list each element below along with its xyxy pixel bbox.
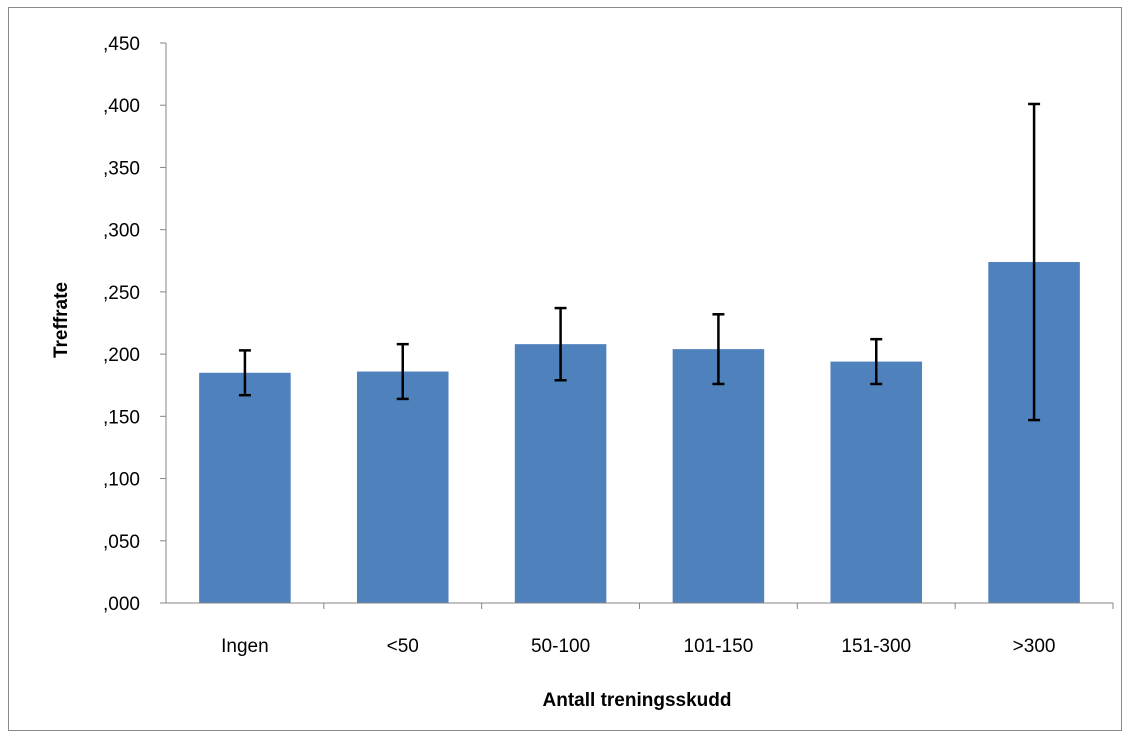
y-tick-label: ,000: [103, 594, 140, 615]
x-tick-label: 50-100: [531, 636, 590, 657]
x-axis-title: Antall treningsskudd: [543, 690, 732, 711]
y-axis-title: Treffrate: [51, 282, 72, 358]
x-axis: Ingen <50 50-100 101-150 151-300 >300: [166, 602, 1114, 657]
bars: [199, 262, 1080, 603]
y-tick-label: ,250: [103, 283, 140, 304]
bar: [830, 361, 923, 603]
y-axis: ,000 ,050 ,100 ,150 ,200 ,250 ,300 ,350 ,400 ,450: [103, 34, 167, 615]
x-tick-label: 101-150: [684, 636, 754, 657]
y-tick-label: ,150: [103, 407, 140, 428]
x-tick-label: >300: [1013, 636, 1056, 657]
y-tick-label: ,200: [103, 345, 140, 366]
y-tick-label: ,300: [103, 221, 140, 242]
y-tick-label: ,350: [103, 158, 140, 179]
bar: [356, 371, 449, 603]
x-tick-label: 151-300: [841, 636, 911, 657]
bar: [514, 344, 607, 603]
x-tick-label: <50: [387, 636, 419, 657]
y-tick-label: ,400: [103, 96, 140, 117]
bar: [672, 349, 765, 603]
y-tick-label: ,050: [103, 532, 140, 553]
bar: [199, 372, 291, 603]
x-tick-label: Ingen: [221, 636, 269, 657]
y-tick-label: ,450: [103, 34, 140, 55]
error-bars: [238, 102, 1041, 422]
y-tick-label: ,100: [103, 470, 140, 491]
